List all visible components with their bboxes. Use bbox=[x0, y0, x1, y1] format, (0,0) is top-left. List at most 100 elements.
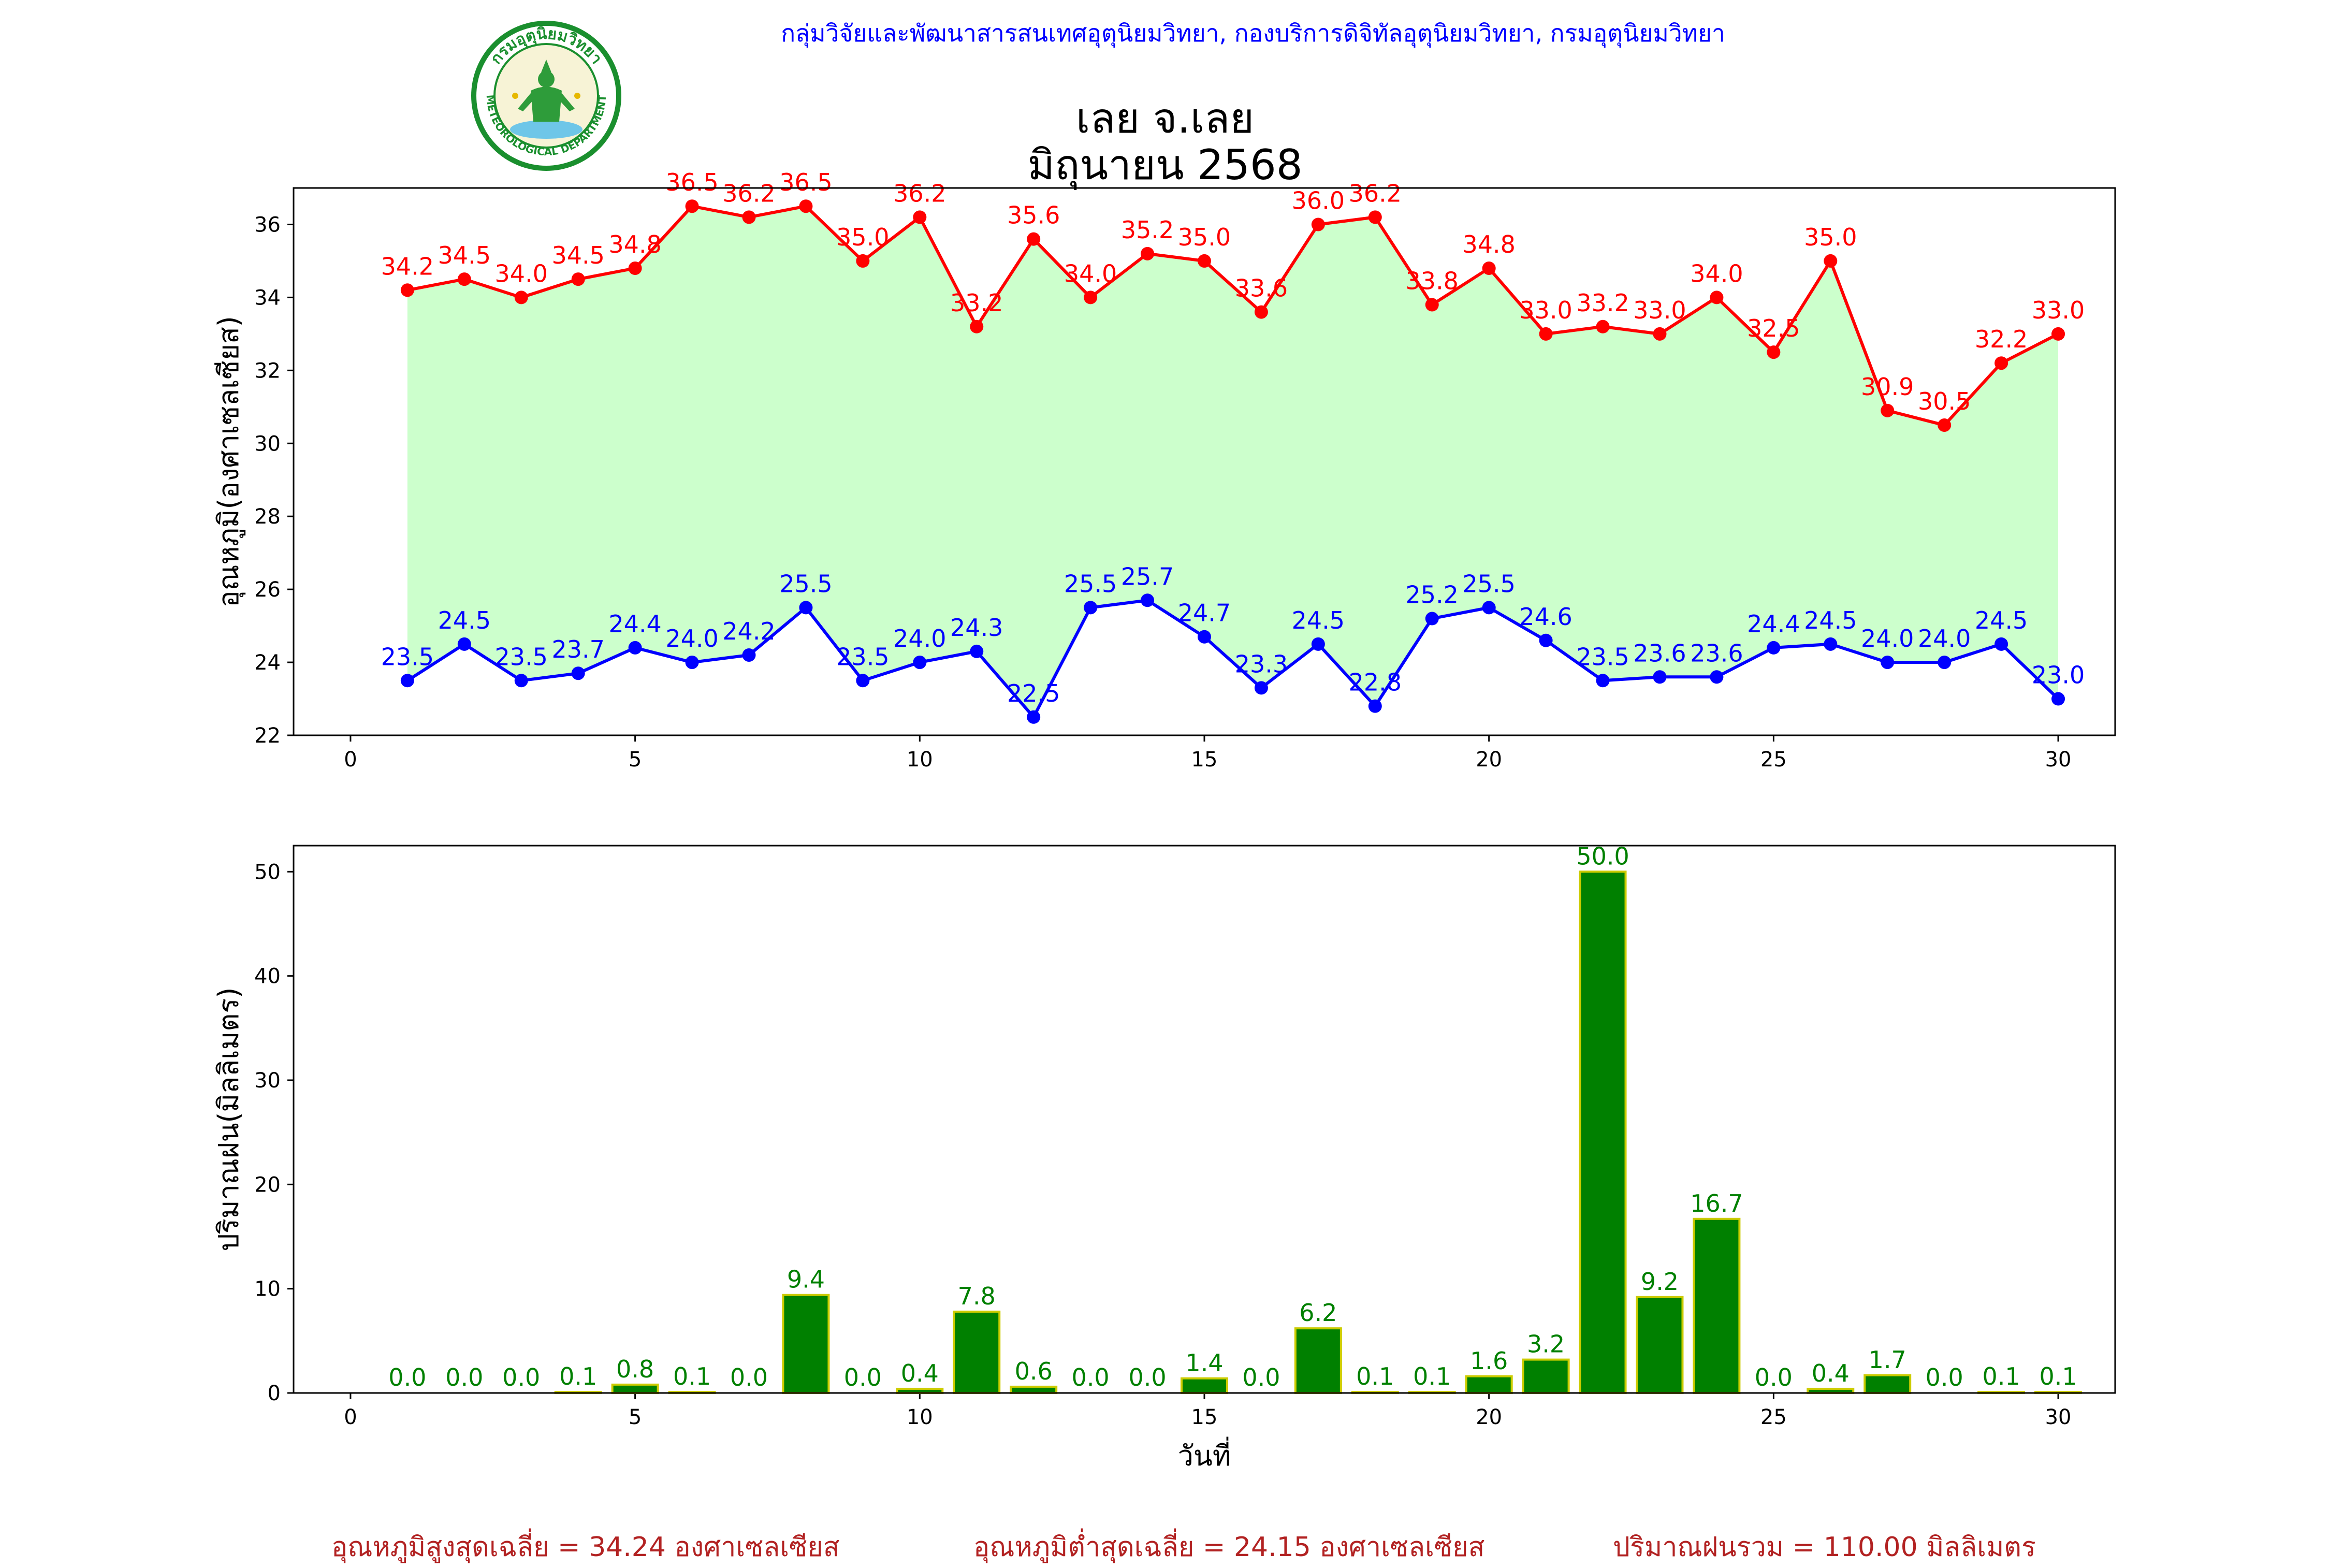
tmin-point bbox=[1027, 710, 1041, 724]
tmax-point bbox=[1141, 246, 1155, 260]
tmin-point bbox=[970, 644, 984, 658]
tmax-data-label: 33.6 bbox=[1235, 274, 1288, 302]
tmax-data-label: 35.0 bbox=[1178, 223, 1231, 251]
rain-data-label: 0.0 bbox=[388, 1363, 426, 1391]
tmin-point bbox=[1596, 674, 1610, 688]
rain-data-label: 1.7 bbox=[1869, 1346, 1906, 1374]
tmax-data-label: 34.0 bbox=[1064, 259, 1117, 287]
tmax-data-label: 35.0 bbox=[1804, 223, 1857, 251]
rainfall-y-axis-label: ปริมาณฝน(มิลลิเมตร) bbox=[212, 988, 245, 1252]
tmin-data-label: 23.7 bbox=[551, 635, 604, 663]
tmax-point bbox=[628, 262, 642, 275]
tmax-data-label: 33.8 bbox=[1406, 267, 1459, 295]
rainfall-x-axis-label: วันที่ bbox=[1178, 1436, 1231, 1472]
tmin-point bbox=[856, 674, 870, 688]
tmax-point bbox=[1539, 327, 1553, 341]
tmin-data-label: 24.0 bbox=[1918, 625, 1971, 652]
tmin-point bbox=[799, 601, 813, 615]
tmax-point bbox=[1653, 327, 1667, 341]
tmin-data-label: 24.5 bbox=[1804, 606, 1857, 634]
tmin-data-label: 23.5 bbox=[381, 643, 434, 671]
tmin-point bbox=[1368, 699, 1382, 713]
rain-data-label: 0.0 bbox=[730, 1363, 768, 1391]
tmax-data-label: 34.5 bbox=[438, 241, 491, 269]
tmax-data-label: 33.2 bbox=[950, 289, 1003, 317]
tmax-point bbox=[1881, 403, 1895, 417]
tmin-data-label: 24.5 bbox=[1975, 606, 2028, 634]
rain-bar bbox=[1465, 1375, 1513, 1394]
temp-x-tick-label: 25 bbox=[1760, 748, 1787, 772]
temp-y-tick-label: 30 bbox=[254, 432, 281, 456]
rain-data-label: 0.0 bbox=[1242, 1363, 1280, 1391]
rain-data-label: 0.8 bbox=[616, 1355, 654, 1383]
rain-y-tick-label: 10 bbox=[254, 1277, 281, 1301]
rain-data-label: 1.6 bbox=[1470, 1347, 1508, 1375]
tmax-data-label: 34.8 bbox=[1462, 230, 1515, 258]
tmax-data-label: 36.0 bbox=[1292, 186, 1345, 214]
rain-data-label: 1.4 bbox=[1185, 1349, 1223, 1377]
avg-max-temperature: อุณหภูมิสูงสุดเฉลี่ย = 34.24 องศาเซลเซีย… bbox=[331, 1532, 840, 1563]
tmin-data-label: 23.5 bbox=[495, 643, 548, 671]
tmax-data-label: 34.2 bbox=[381, 252, 434, 280]
rain-bar bbox=[1294, 1327, 1342, 1395]
tmin-data-label: 25.7 bbox=[1121, 562, 1174, 590]
tmin-data-label: 23.3 bbox=[1235, 650, 1288, 678]
tmin-data-label: 25.5 bbox=[1462, 570, 1515, 598]
tmin-data-label: 24.2 bbox=[722, 617, 775, 645]
tmax-data-label: 33.0 bbox=[2032, 296, 2085, 324]
footer-summary: อุณหภูมิสูงสุดเฉลี่ย = 34.24 องศาเซลเซีย… bbox=[0, 1525, 2330, 1566]
rain-y-tick-label: 20 bbox=[254, 1173, 281, 1197]
tmin-point bbox=[628, 641, 642, 655]
tmin-data-label: 23.0 bbox=[2032, 661, 2085, 689]
rain-bar bbox=[782, 1294, 830, 1394]
tmin-point bbox=[2051, 692, 2065, 706]
tmin-data-label: 24.3 bbox=[950, 614, 1003, 642]
tmax-data-label: 34.8 bbox=[608, 230, 661, 258]
rain-bar bbox=[1522, 1358, 1570, 1394]
rain-data-label: 0.0 bbox=[502, 1363, 540, 1391]
tmax-point bbox=[457, 272, 471, 286]
rain-data-label: 9.4 bbox=[787, 1266, 825, 1294]
tmax-point bbox=[799, 199, 813, 213]
rain-data-label: 0.0 bbox=[1755, 1363, 1793, 1391]
tmin-point bbox=[913, 656, 927, 670]
temperature-plot-frame bbox=[293, 187, 2116, 736]
tmin-point bbox=[1824, 637, 1838, 651]
tmin-data-label: 24.7 bbox=[1178, 599, 1231, 627]
tmax-data-label: 30.9 bbox=[1861, 373, 1914, 401]
tmax-point bbox=[1027, 232, 1041, 246]
tmax-data-label: 34.0 bbox=[1690, 259, 1743, 287]
tmin-data-label: 24.5 bbox=[1292, 606, 1345, 634]
rain-data-label: 0.6 bbox=[1015, 1357, 1053, 1385]
tmax-point bbox=[1425, 298, 1439, 312]
rainfall-plot-frame bbox=[293, 845, 2116, 1394]
tmax-data-label: 32.2 bbox=[1975, 325, 2028, 353]
temp-x-tick-label: 5 bbox=[629, 748, 642, 772]
tmin-data-label: 24.0 bbox=[893, 625, 946, 652]
tmax-data-label: 33.2 bbox=[1576, 289, 1629, 317]
tmax-data-label: 36.2 bbox=[722, 179, 775, 207]
tmin-data-label: 23.5 bbox=[1576, 643, 1629, 671]
tmin-point bbox=[1994, 637, 2008, 651]
rain-bar bbox=[1579, 870, 1627, 1395]
tmin-point bbox=[1482, 601, 1496, 615]
rain-data-label: 50.0 bbox=[1576, 842, 1629, 870]
tmax-point bbox=[514, 291, 528, 304]
tmax-point bbox=[913, 210, 927, 224]
tmin-point bbox=[1311, 637, 1325, 651]
rain-data-label: 0.1 bbox=[1356, 1362, 1394, 1390]
tmax-point bbox=[856, 254, 870, 268]
rain-data-label: 9.2 bbox=[1641, 1268, 1679, 1296]
tmax-point bbox=[1994, 356, 2008, 370]
tmax-data-label: 30.5 bbox=[1918, 387, 1971, 415]
temp-x-tick-label: 0 bbox=[344, 748, 357, 772]
temp-y-tick-label: 28 bbox=[254, 505, 281, 529]
rain-y-tick-label: 0 bbox=[268, 1382, 281, 1405]
rain-x-tick-label: 0 bbox=[344, 1405, 357, 1429]
rain-data-label: 0.0 bbox=[1128, 1363, 1166, 1391]
tmin-point bbox=[514, 674, 528, 688]
tmax-point bbox=[571, 272, 585, 286]
tmax-data-label: 36.2 bbox=[893, 179, 946, 207]
